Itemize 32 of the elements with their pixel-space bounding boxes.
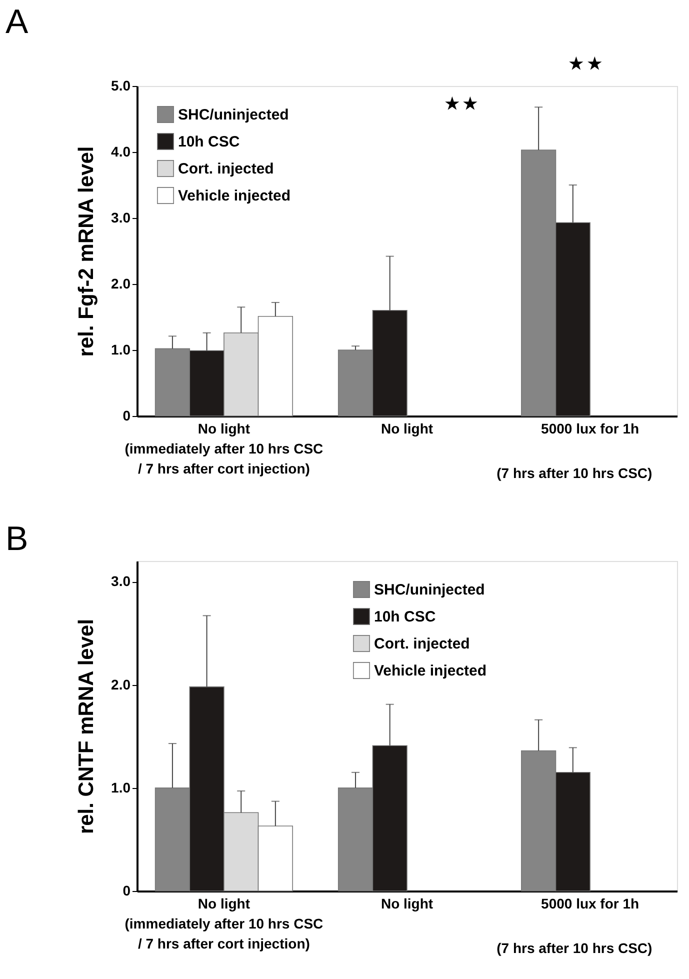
y-tick-label: 4.0 bbox=[111, 144, 131, 160]
y-tick-label: 0 bbox=[122, 882, 131, 898]
legend-label: SHC/uninjected bbox=[374, 582, 485, 598]
y-tick-label: 1.0 bbox=[111, 779, 131, 796]
x-tick-label: 5000 lux for 1h bbox=[541, 420, 640, 436]
annotation: ★ ★ bbox=[444, 96, 478, 113]
x-tick-label: No light bbox=[380, 896, 434, 912]
text: ★ ★ bbox=[568, 56, 602, 73]
y-tick-label: 2.0 bbox=[111, 676, 131, 692]
legend-label: 10h CSC bbox=[374, 608, 436, 626]
y-axis-title: rel. Fgf-2 mRNA level bbox=[75, 146, 98, 357]
legend-label: Vehicle injected bbox=[178, 188, 291, 204]
x-tick-label: No light bbox=[380, 420, 434, 436]
x-tick-label: No light (immediately after 10 hrs CSC / 7 hrs after cort injection) bbox=[124, 420, 324, 476]
y-tick-label: 1.0 bbox=[111, 342, 131, 358]
y-tick-label: 5.0 bbox=[111, 78, 131, 94]
legend-label: SHC/uninjected bbox=[178, 106, 289, 124]
legend-label: Vehicle injected bbox=[374, 662, 487, 680]
x-tick-label: No light (immediately after 10 hrs CSC / 7 hrs after cort injection) bbox=[124, 896, 324, 952]
y-axis-title: rel. CNTF mRNA level bbox=[75, 618, 98, 834]
y-tick-label: 0 bbox=[122, 408, 131, 424]
text: (7 hrs after 10 hrs CSC) bbox=[496, 940, 652, 956]
y-tick-label: 3.0 bbox=[111, 573, 131, 590]
legend-label: Cort. injected bbox=[374, 636, 470, 652]
legend-label: 10h CSC bbox=[178, 134, 240, 150]
x-tick-label: 5000 lux for 1h bbox=[541, 896, 640, 912]
y-tick-label: 2.0 bbox=[111, 276, 131, 292]
legend-label: Cort. injected bbox=[178, 160, 274, 178]
y-tick-label: 3.0 bbox=[111, 210, 131, 226]
text: (7 hrs after 10 hrs CSC) bbox=[496, 465, 652, 481]
chart-title: B bbox=[6, 520, 28, 558]
chart-title: A bbox=[6, 3, 29, 41]
